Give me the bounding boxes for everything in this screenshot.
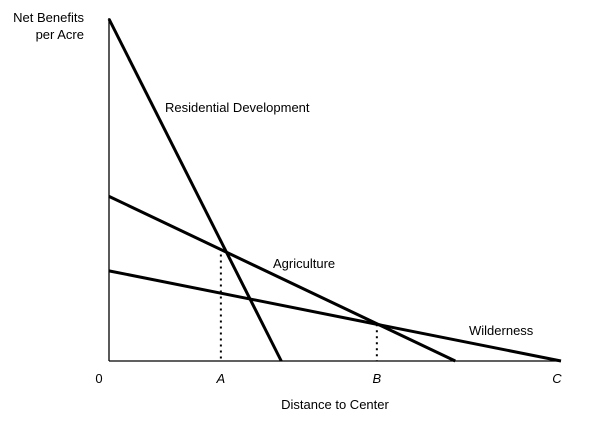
x-tick-label-b: B: [373, 371, 382, 386]
series-line-agriculture: [108, 195, 456, 363]
series-label-agriculture: Agriculture: [273, 256, 335, 271]
x-axis-title: Distance to Center: [281, 397, 389, 412]
series-label-residential-development: Residential Development: [165, 100, 310, 115]
series-label-wilderness: Wilderness: [469, 323, 534, 338]
series-line-wilderness: [108, 269, 562, 363]
y-axis-title-line2: per Acre: [36, 27, 84, 42]
x-tick-label-0: 0: [95, 371, 102, 386]
series-line-residential-development: [107, 18, 283, 362]
y-axis-title-line1: Net Benefits: [13, 10, 84, 25]
x-tick-label-c: C: [552, 371, 562, 386]
x-tick-label-a: A: [216, 371, 226, 386]
